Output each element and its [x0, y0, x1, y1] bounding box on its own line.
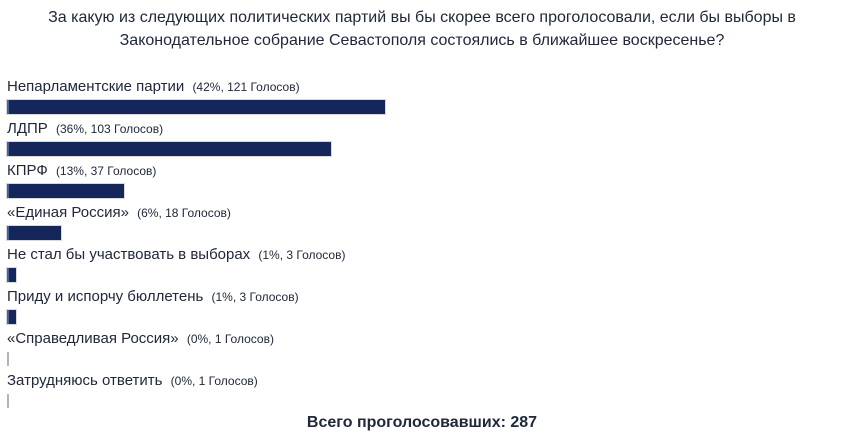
option-line: «Единая Россия» (6%, 18 Голосов)	[7, 203, 844, 223]
poll-result-row: «Единая Россия» (6%, 18 Голосов)	[7, 203, 844, 240]
result-bar	[7, 352, 9, 366]
option-line: КПРФ (13%, 37 Голосов)	[7, 161, 844, 181]
option-stats: (36%, 103 Голосов)	[55, 122, 164, 136]
result-bar	[7, 310, 16, 324]
option-label: ЛДПР	[7, 120, 48, 137]
option-stats: (0%, 1 Голосов)	[186, 332, 274, 346]
result-bar	[7, 100, 385, 114]
option-line: ЛДПР (36%, 103 Голосов)	[7, 119, 844, 139]
option-stats: (1%, 3 Голосов)	[258, 248, 346, 262]
option-stats: (0%, 1 Голосов)	[170, 374, 258, 388]
option-line: Затрудняюсь ответить (0%, 1 Голосов)	[7, 371, 844, 391]
result-bar	[7, 394, 9, 408]
total-votes: Всего проголосовавших: 287	[306, 414, 538, 431]
option-stats: (13%, 37 Голосов)	[55, 164, 157, 178]
option-label: КПРФ	[7, 162, 48, 179]
result-bar	[7, 142, 331, 156]
poll-result-row: Затрудняюсь ответить (0%, 1 Голосов)	[7, 371, 844, 408]
result-bar	[7, 184, 124, 198]
option-stats: (42%, 121 Голосов)	[192, 80, 300, 94]
option-label: Не стал бы участвовать в выборах	[7, 246, 251, 263]
result-bar	[7, 268, 16, 282]
option-label: «Единая Россия»	[7, 204, 129, 221]
option-stats: (6%, 18 Голосов)	[137, 206, 231, 220]
poll-result-row: КПРФ (13%, 37 Голосов)	[7, 161, 844, 198]
poll-result-row: ЛДПР (36%, 103 Голосов)	[7, 119, 844, 156]
poll-result-row: «Справедливая Россия» (0%, 1 Голосов)	[7, 329, 844, 366]
option-label: Непарламентские партии	[7, 78, 185, 95]
result-bar	[7, 226, 61, 240]
option-label: Затрудняюсь ответить	[7, 372, 163, 389]
poll-question: За какую из следующих политических парти…	[48, 9, 796, 49]
poll-results-list: Непарламентские партии (42%, 121 Голосов…	[0, 52, 844, 408]
option-stats: (1%, 3 Голосов)	[211, 290, 299, 304]
option-line: Непарламентские партии (42%, 121 Голосов…	[7, 77, 844, 97]
option-line: «Справедливая Россия» (0%, 1 Голосов)	[7, 329, 844, 349]
option-label: Приду и испорчу бюллетень	[7, 288, 204, 305]
poll-result-row: Приду и испорчу бюллетень (1%, 3 Голосов…	[7, 287, 844, 324]
poll-result-row: Не стал бы участвовать в выборах (1%, 3 …	[7, 245, 844, 282]
option-line: Не стал бы участвовать в выборах (1%, 3 …	[7, 245, 844, 265]
option-label: «Справедливая Россия»	[7, 330, 179, 347]
poll-result-row: Непарламентские партии (42%, 121 Голосов…	[7, 77, 844, 114]
option-line: Приду и испорчу бюллетень (1%, 3 Голосов…	[7, 287, 844, 307]
